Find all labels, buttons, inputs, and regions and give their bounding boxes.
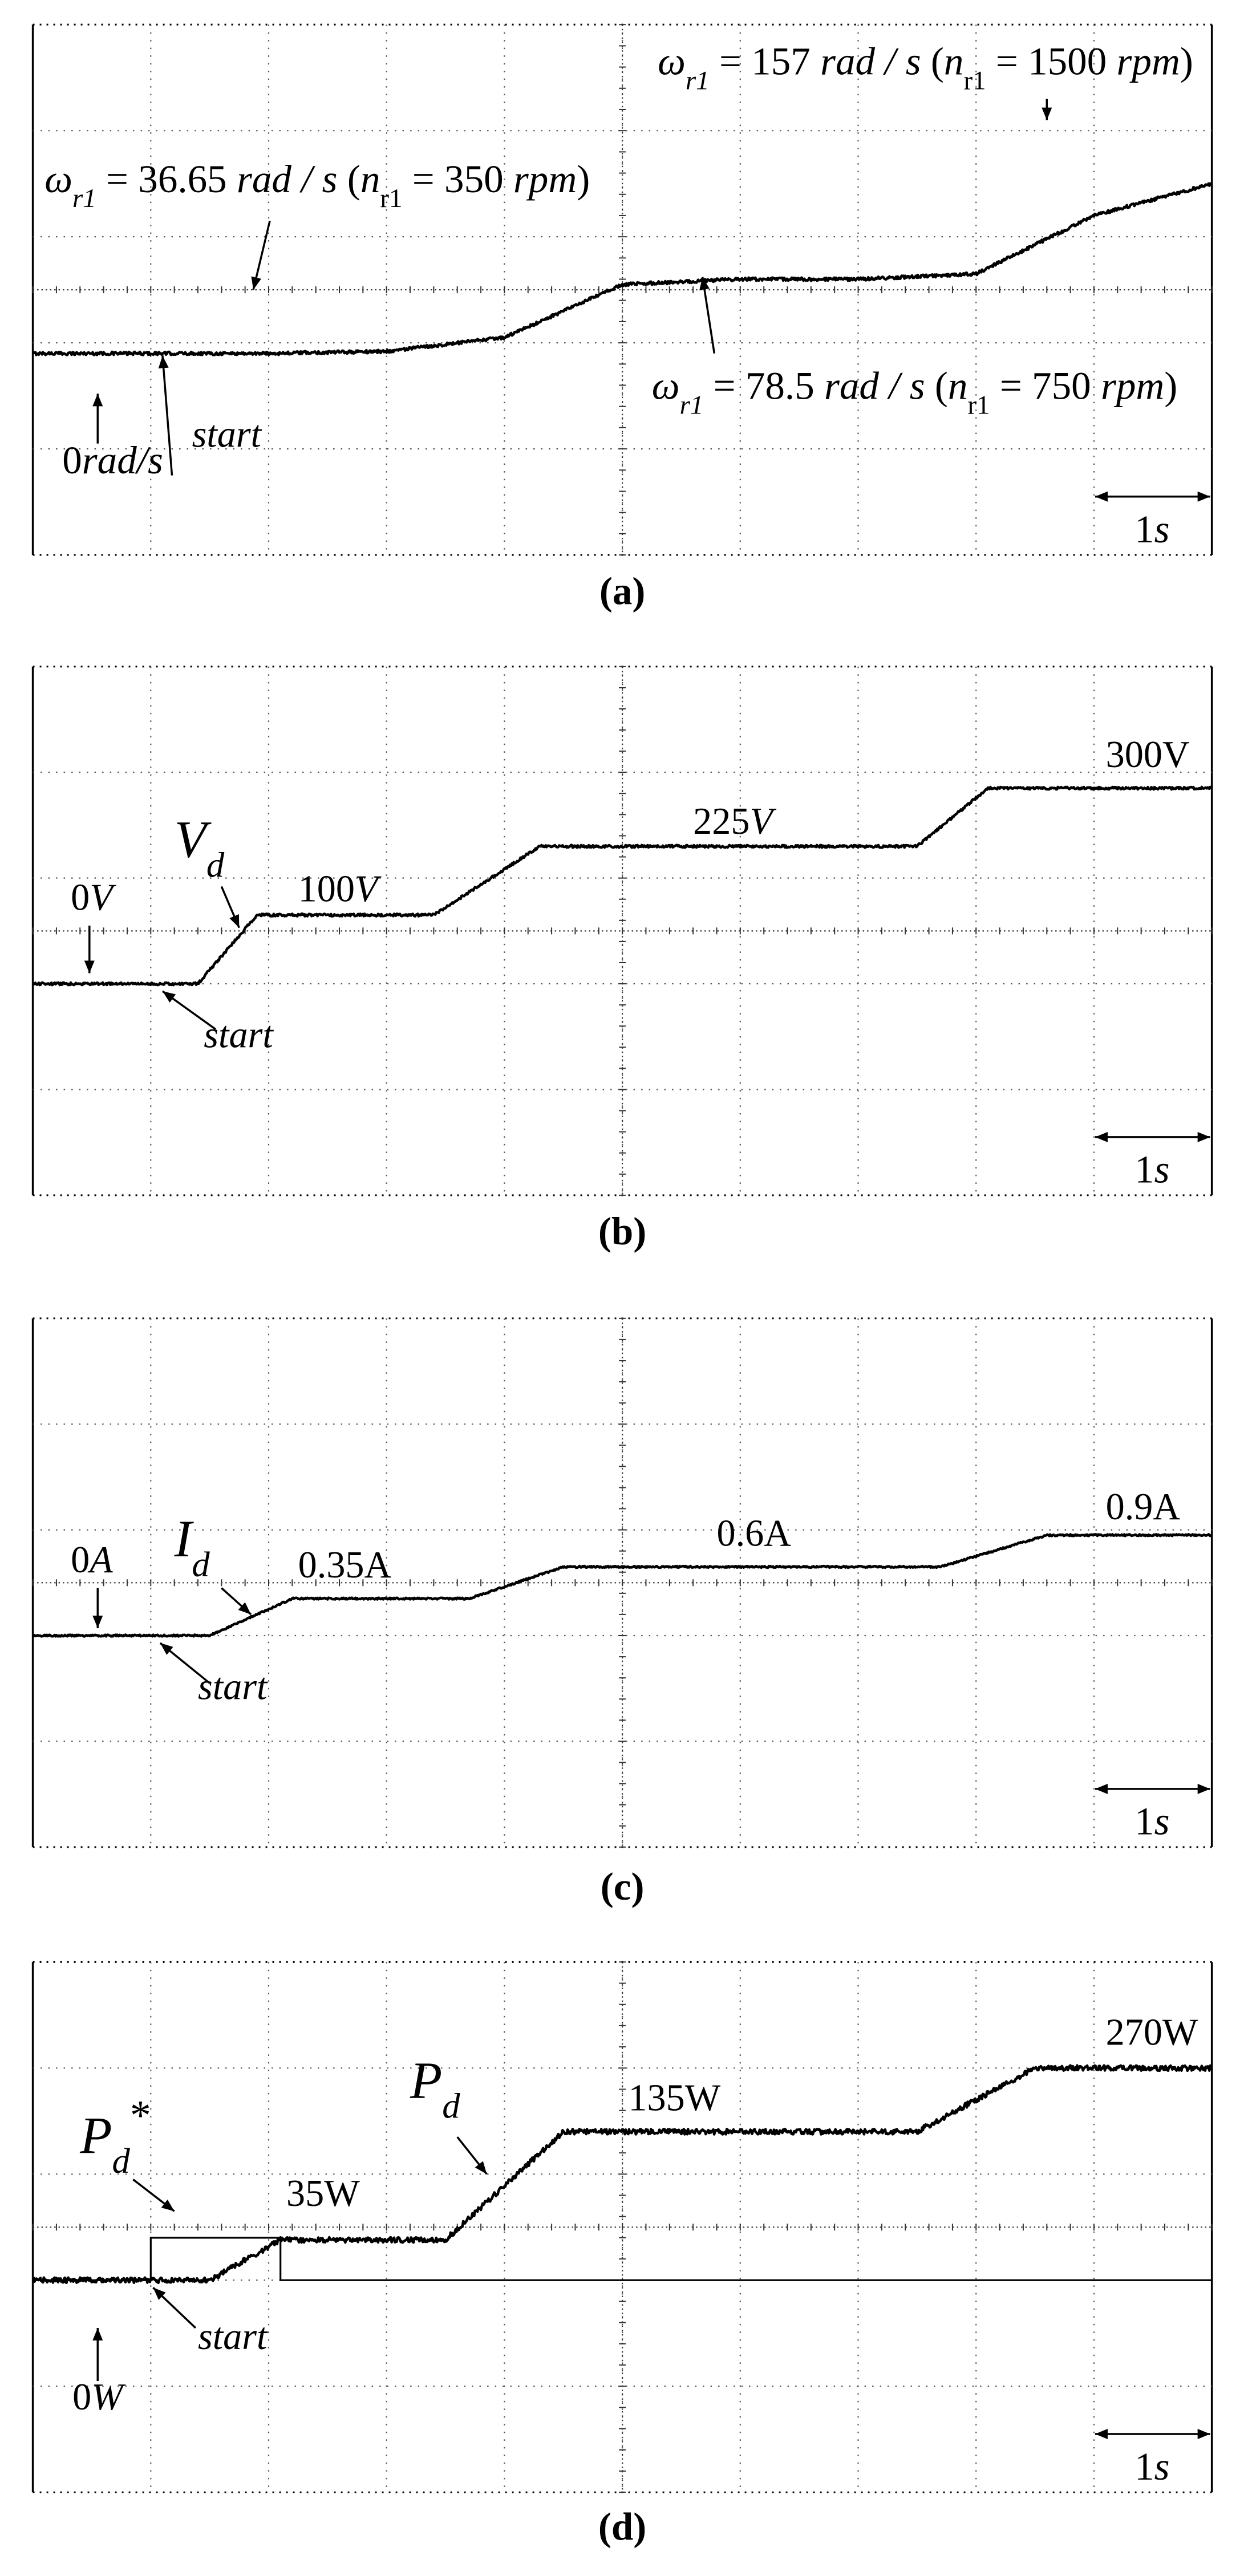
annotation-arrow-head (161, 2199, 175, 2212)
panel-caption: (c) (601, 1864, 645, 1908)
annotation-arrow-head (153, 2287, 166, 2300)
annotation-arrow-head (84, 960, 95, 973)
time-scale-arrow-head (1197, 1131, 1210, 1142)
reference-trace-d (33, 2237, 1212, 2281)
annotation-label: Pd (410, 2051, 460, 2125)
time-scale-arrow-head (1095, 1783, 1108, 1794)
annotation-arrow (701, 277, 716, 354)
annotation-label: start (192, 413, 262, 455)
time-scale-label: 1s (1134, 1799, 1169, 1843)
panel-a: ωr1 = 157 rad / s (nr1 = 1500 rpm) ωr1 = … (31, 23, 1213, 612)
annotation-label: 35W (286, 2173, 360, 2214)
annotation-arrow-head (1042, 107, 1052, 120)
annotation-label: start (204, 1014, 274, 1056)
annotation-arrow-head (475, 2161, 487, 2175)
annotation-label: 225V (693, 801, 776, 842)
annotation-arrow-head (229, 914, 240, 928)
annotation-label: 0.35A (298, 1544, 392, 1586)
annotation-arrow (161, 355, 173, 476)
annotation-label: 0.6A (716, 1512, 791, 1554)
annotation-arrow-head (160, 1642, 173, 1655)
annotation-arrow-head (92, 2327, 103, 2340)
time-scale-arrow-head (1197, 2428, 1210, 2439)
panel-caption: (d) (598, 2505, 646, 2549)
annotation-label: 100V (298, 868, 382, 910)
panel-d: 270W 135W 35W Pd Pd* 0W start 1s (d) (31, 1961, 1213, 2549)
panel-c: 0.9A 0.6A 0.35A Id 0A start 1s (c) (31, 1317, 1213, 1908)
annotation-label: 0rad/s (62, 438, 163, 482)
trace-b-0 (32, 785, 1213, 987)
panel-b: 300V 225V 100V Vd 0V start 1s (b) (31, 666, 1213, 1253)
annotation-label: 135W (628, 2078, 720, 2119)
trace-d-0 (32, 2064, 1213, 2285)
trace-a-0 (32, 182, 1213, 356)
annotation-arrow-head (162, 991, 176, 1003)
annotation-label: ωr1 = 78.5 rad / s (nr1 = 750 rpm) (652, 364, 1177, 420)
annotation-label: 0W (72, 2376, 126, 2418)
trace-c-0 (32, 1533, 1213, 1638)
annotation-label: 300V (1106, 734, 1190, 776)
annotation-label: Pd* (79, 2092, 151, 2181)
time-scale-label: 1s (1134, 507, 1169, 551)
panel-caption: (a) (599, 569, 646, 612)
time-scale-label: 1s (1134, 2444, 1169, 2488)
annotation-label: Id (174, 1510, 210, 1584)
panel-caption: (b) (598, 1209, 646, 1253)
time-scale-arrow-head (1197, 1783, 1210, 1794)
annotation-label: 0.9A (1106, 1486, 1181, 1528)
annotation-label: 270W (1106, 2011, 1198, 2053)
time-scale-arrow-head (1197, 491, 1210, 502)
annotation-arrow-head (92, 394, 103, 407)
annotation-label: ωr1 = 36.65 rad / s (nr1 = 350 rpm) (44, 157, 590, 213)
annotation-arrow-head (238, 1602, 251, 1614)
annotation-arrow-head (699, 277, 710, 290)
time-scale-arrow-head (1095, 2428, 1108, 2439)
annotation-label: start (198, 2316, 268, 2358)
annotation-arrow-head (158, 355, 169, 369)
time-scale-arrow-head (1095, 1131, 1108, 1142)
annotation-label: ωr1 = 157 rad / s (nr1 = 1500 rpm) (658, 39, 1193, 96)
annotation-arrow-head (92, 1616, 103, 1629)
annotation-label: 0A (71, 1539, 113, 1581)
annotation-label: Vd (175, 810, 225, 885)
time-scale-arrow-head (1095, 491, 1108, 502)
annotation-arrow-head (251, 276, 261, 290)
annotation-label: start (198, 1666, 268, 1707)
time-scale-label: 1s (1134, 1147, 1169, 1191)
annotation-label: 0V (71, 877, 116, 918)
